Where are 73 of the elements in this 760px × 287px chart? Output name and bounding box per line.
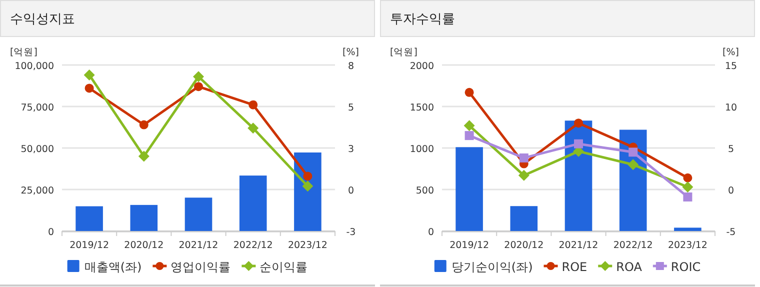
y-tick-label: 500 (416, 186, 434, 196)
x-tick-label: 2019/12 (70, 240, 110, 251)
point (574, 118, 583, 128)
bar (130, 204, 158, 231)
x-tick-label: 2023/12 (288, 240, 328, 251)
point (302, 180, 314, 192)
y2-tick-label: 8 (348, 61, 354, 72)
point (518, 170, 530, 181)
x-tick-label: 2022/12 (233, 240, 273, 251)
legend-label: 매출액(좌) (84, 260, 142, 274)
y-tick-label: 2000 (410, 61, 434, 72)
bar (456, 147, 483, 231)
y2-axis-title: [%] (722, 47, 739, 58)
x-tick-label: 2022/12 (613, 240, 653, 251)
legend-label: ROIC (670, 260, 701, 274)
y-tick-label: 75,000 (20, 102, 54, 114)
y2-tick-label: 0 (728, 186, 734, 196)
point (464, 88, 474, 97)
point (194, 82, 203, 92)
point (683, 192, 692, 202)
point (683, 173, 692, 182)
y2-tick-label: 15 (724, 61, 738, 72)
chart-title: 투자수익률 (390, 12, 455, 27)
y2-tick-label: 3 (348, 144, 354, 155)
x-tick-label: 2020/12 (124, 240, 164, 251)
y-tick-label: 100,000 (14, 61, 54, 72)
point (193, 71, 204, 82)
bar (184, 198, 212, 231)
bar (510, 206, 538, 231)
point (84, 84, 94, 93)
y2-tick-label: -5 (726, 227, 736, 238)
legend-label: 영업이익률 (170, 260, 231, 274)
x-tick-label: 2021/12 (558, 240, 598, 251)
legend-label: 순이익률 (260, 260, 308, 274)
y2-tick-label: 0 (348, 186, 354, 196)
legend-label: ROA (616, 260, 643, 274)
y-tick-label: 0 (428, 227, 434, 238)
point (682, 182, 694, 193)
y-tick-label: 1500 (410, 102, 434, 114)
bar (76, 206, 103, 231)
bar (674, 228, 702, 231)
x-tick-label: 2023/12 (668, 240, 708, 251)
point (628, 159, 639, 170)
y-axis-title: [억원] (390, 47, 418, 58)
y2-tick-label: 10 (724, 102, 738, 114)
y2-tick-label: -3 (346, 227, 356, 238)
point (519, 153, 528, 162)
point (139, 120, 148, 130)
point (464, 120, 475, 132)
y-tick-label: 50,000 (20, 144, 54, 155)
bar (294, 152, 322, 231)
legend-label: ROE (562, 260, 588, 274)
point (574, 139, 583, 148)
y2-tick-label: 5 (348, 102, 354, 114)
point (138, 150, 150, 162)
y2-tick-label: 5 (728, 144, 734, 155)
y-axis-title: [억원] (10, 47, 38, 58)
point (464, 131, 474, 140)
point (248, 100, 258, 110)
chart-title: 수익성지표 (10, 12, 75, 27)
legend-label: 당기순이익(좌) (451, 260, 533, 274)
point (84, 69, 95, 80)
point (628, 148, 638, 157)
point (303, 172, 312, 181)
bar (239, 176, 267, 231)
x-tick-label: 2020/12 (504, 240, 544, 251)
y-tick-label: 0 (48, 227, 54, 238)
y2-axis-title: [%] (342, 47, 359, 58)
x-tick-label: 2021/12 (178, 240, 218, 251)
y-tick-label: 1000 (410, 144, 434, 155)
y-tick-label: 25,000 (20, 186, 54, 196)
point (248, 122, 259, 134)
x-tick-label: 2019/12 (450, 240, 490, 251)
